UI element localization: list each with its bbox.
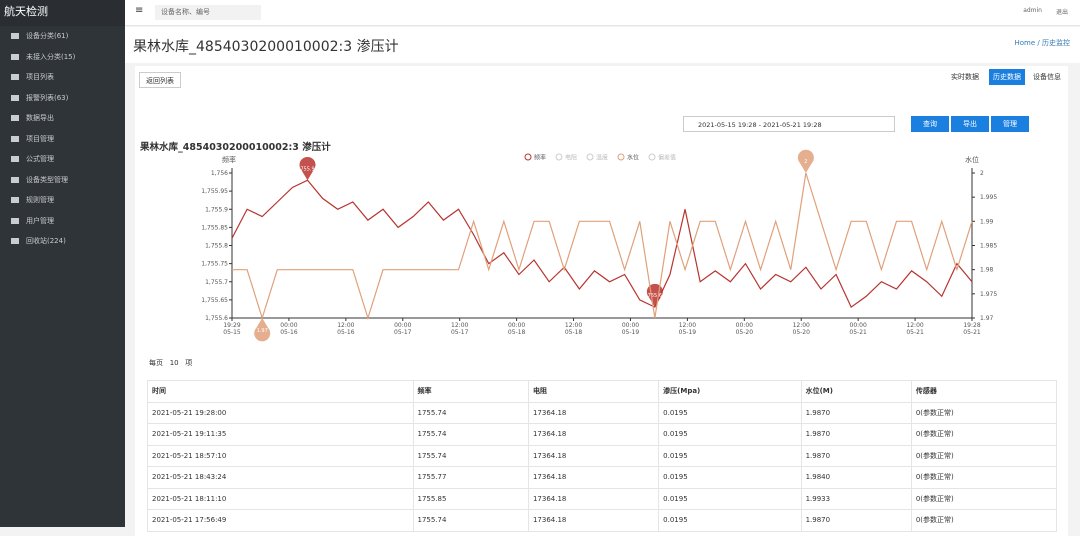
cell: 1.9870 <box>800 423 912 446</box>
table-row: 2021-05-21 19:11:35 1755.74 17364.18 0.0195… <box>147 423 1058 446</box>
label: 每页 <box>149 359 163 367</box>
cell: 0(参数正常) <box>910 423 1058 446</box>
export-button[interactable]: 导出 <box>951 116 989 132</box>
query-button[interactable]: 查询 <box>911 116 949 132</box>
cell: 2021-05-21 18:57:10 <box>147 444 414 467</box>
menu-item[interactable]: 数据导出 <box>0 108 125 129</box>
cell: 0.0195 <box>658 466 802 489</box>
cell: 2021-05-21 19:28:00 <box>147 401 414 424</box>
search-box[interactable]: 设备名称、编号 <box>155 5 261 20</box>
select[interactable]: 10 <box>169 359 179 367</box>
breadcrumb: Home / 历史监控 <box>1015 38 1071 48</box>
table-row: 2021-05-21 17:56:49 1755.74 17364.18 0.0195… <box>147 509 1058 532</box>
cell: 2021-05-21 18:11:10 <box>147 487 414 510</box>
menu-item[interactable]: 项目管理 <box>0 129 125 150</box>
topbar: ≡ 设备名称、编号 admin 退出 <box>125 0 1080 26</box>
cell: 1755.74 <box>412 444 529 467</box>
cell: 2021-05-21 18:43:24 <box>147 466 414 489</box>
cell: 17364.18 <box>527 487 660 510</box>
panel: 返回列表 实时数据 历史数据 设备信息 2021-05-15 19:28 - 2… <box>135 66 1068 536</box>
menu-item[interactable]: 报警列表(63) <box>0 88 125 109</box>
table-row: 2021-05-21 18:11:10 1755.85 17364.18 0.0195… <box>147 487 1058 510</box>
cell: 1755.77 <box>412 466 529 489</box>
cell: 2021-05-21 17:56:49 <box>147 509 414 532</box>
menu-toggle[interactable]: ≡ <box>135 5 144 16</box>
tab[interactable]: 实时数据 <box>951 73 979 81</box>
cell: 1.9870 <box>800 401 912 424</box>
cell: 1.9840 <box>800 466 912 489</box>
column-header: 水位(M) <box>800 380 912 403</box>
crumb[interactable]: Home <box>1014 39 1036 47</box>
cell: 17364.18 <box>527 466 660 489</box>
cell: 17364.18 <box>527 444 660 467</box>
cell: 0.0195 <box>658 509 802 532</box>
cell: 17364.18 <box>527 401 660 424</box>
tab-active[interactable]: 历史数据 <box>989 69 1025 85</box>
menu-item[interactable]: 项目列表 <box>0 67 125 88</box>
cell: 1.9870 <box>800 444 912 467</box>
menu-item[interactable]: 用户管理 <box>0 211 125 232</box>
table-row: 2021-05-21 18:43:24 1755.77 17364.18 0.0195… <box>147 466 1058 489</box>
crumb: 历史监控 <box>1042 39 1070 47</box>
data-table: 时间 频率 电阻 渗压(Mpa) 水位(M) 传感器 2021-05-21 19:28:00… <box>147 380 1058 532</box>
cell: 2021-05-21 19:11:35 <box>147 423 414 446</box>
column-header: 电阻 <box>527 380 660 403</box>
cell: 0.0195 <box>658 423 802 446</box>
cell: 17364.18 <box>527 423 660 446</box>
cell: 1755.85 <box>412 487 529 510</box>
cell: 0(参数正常) <box>910 509 1058 532</box>
table-body: 2021-05-21 19:28:00 1755.74 17364.18 0.0195… <box>147 401 1058 532</box>
tab[interactable]: 设备信息 <box>1033 73 1061 81</box>
column-header: 传感器 <box>910 380 1058 403</box>
header-row: 时间 频率 电阻 渗压(Mpa) 水位(M) 传感器 <box>147 380 1058 403</box>
cell: 0(参数正常) <box>910 487 1058 510</box>
table-row: 2021-05-21 19:28:00 1755.74 17364.18 0.0195… <box>147 401 1058 424</box>
menu-item[interactable]: 设备分类(61) <box>0 26 125 47</box>
cell: 0.0195 <box>658 444 802 467</box>
brand: 航天检测 <box>0 0 125 26</box>
cell: 1.9933 <box>800 487 912 510</box>
page-header: 果林水库_4854030200010002:3 渗压计 Home / 历史监控 <box>125 27 1080 63</box>
page-title: 果林水库_4854030200010002:3 渗压计 <box>133 39 399 55</box>
menu-item[interactable]: 规则管理 <box>0 190 125 211</box>
page-size: 每页 10 项 <box>149 358 192 368</box>
cell: 17364.18 <box>527 509 660 532</box>
manage-button[interactable]: 管理 <box>991 116 1029 132</box>
cell: 1755.74 <box>412 509 529 532</box>
menu: 设备分类(61) 未接入分类(15) 项目列表 报警列表(63) 数据导出 项目管理 公式管… <box>0 26 125 252</box>
column-header: 渗压(Mpa) <box>658 380 802 403</box>
table-row: 2021-05-21 18:57:10 1755.74 17364.18 0.0195… <box>147 444 1058 467</box>
cell: 0.0195 <box>658 487 802 510</box>
menu-item[interactable]: 公式管理 <box>0 149 125 170</box>
back-button[interactable]: 返回列表 <box>139 72 181 88</box>
user[interactable]: admin <box>1023 7 1042 14</box>
label: 项 <box>185 359 193 367</box>
sidebar: 航天检测 设备分类(61) 未接入分类(15) 项目列表 报警列表(63) 数据导出 项目… <box>0 0 125 527</box>
cell: 1.9870 <box>800 509 912 532</box>
cell: 0.0195 <box>658 401 802 424</box>
menu-item[interactable]: 未接入分类(15) <box>0 47 125 68</box>
column-header: 时间 <box>147 380 414 403</box>
date-range[interactable]: 2021-05-15 19:28 - 2021-05-21 19:28 <box>683 116 895 132</box>
cell: 0(参数正常) <box>910 401 1058 424</box>
logout[interactable]: 退出 <box>1055 9 1068 16</box>
cell: 0(参数正常) <box>910 466 1058 489</box>
cell: 1755.74 <box>412 423 529 446</box>
column-header: 频率 <box>412 380 529 403</box>
cell: 0(参数正常) <box>910 444 1058 467</box>
menu-item[interactable]: 设备类型管理 <box>0 170 125 191</box>
crumb-sep: / <box>1037 39 1040 47</box>
cell: 1755.74 <box>412 401 529 424</box>
menu-item[interactable]: 回收站(224) <box>0 231 125 252</box>
